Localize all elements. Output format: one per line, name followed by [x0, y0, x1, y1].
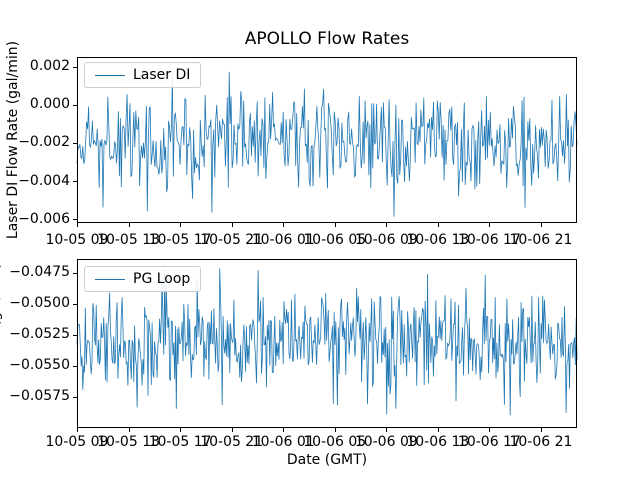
x-tick-label: 10-05 09 [45, 232, 109, 248]
x-tick-label: 10-06 13 [406, 434, 470, 450]
y-tick-label: −0.002 [18, 134, 70, 151]
x-tick-label: 10-06 21 [509, 232, 573, 248]
legend-pg-loop: PG Loop [84, 266, 202, 292]
x-tick-label: 10-06 21 [509, 434, 573, 450]
x-tick-label: 10-06 17 [457, 434, 521, 450]
x-tick-label: 10-05 21 [200, 434, 264, 450]
x-tick-label: 10-06 01 [251, 434, 315, 450]
x-tick-label: 10-06 09 [354, 434, 418, 450]
y-tick-label: −0.006 [18, 210, 70, 227]
legend-line-sample-icon [95, 278, 125, 280]
x-tick-label: 10-05 13 [97, 434, 161, 450]
y-tick-label: 0.000 [29, 96, 70, 113]
axes-frame [77, 259, 577, 428]
x-axis-label: Date (GMT) [286, 452, 368, 468]
tick-marks [73, 67, 542, 227]
x-tick-label: 10-06 01 [251, 232, 315, 248]
x-tick-label: 10-06 05 [303, 232, 367, 248]
legend-label-pg-loop: PG Loop [133, 271, 191, 287]
y-tick-label: −0.0500 [9, 295, 70, 312]
tick-marks [73, 273, 542, 432]
x-tick-label: 10-05 17 [148, 232, 212, 248]
y-tick-label: −0.0475 [9, 264, 70, 281]
legend-line-sample-icon [95, 74, 125, 76]
y-tick-label: −0.0525 [9, 326, 70, 343]
x-tick-label: 10-06 13 [406, 232, 470, 248]
plot-area-laser-di [73, 57, 578, 227]
x-tick-label: 10-06 09 [354, 232, 418, 248]
y-tick-label: 0.002 [29, 58, 70, 75]
y-tick-label: −0.0550 [9, 357, 70, 374]
chart-title: APOLLO Flow Rates [244, 29, 410, 49]
legend-label-laser-di: Laser DI [133, 67, 191, 83]
pg-loop-series-line [76, 268, 578, 416]
legend-laser-di: Laser DI [84, 62, 202, 88]
x-tick-label: 10-06 17 [457, 232, 521, 248]
y-tick-label: −0.004 [18, 172, 70, 189]
y-tick-label: −0.0575 [9, 388, 70, 405]
laser-di-series-line [76, 71, 578, 217]
x-tick-label: 10-06 05 [303, 434, 367, 450]
plot-area-pg-loop [73, 259, 578, 432]
x-tick-label: 10-05 17 [148, 434, 212, 450]
x-tick-label: 10-05 13 [97, 232, 161, 248]
x-tick-label: 10-05 09 [45, 434, 109, 450]
x-tick-label: 10-05 21 [200, 232, 264, 248]
axes-frame [77, 57, 577, 223]
